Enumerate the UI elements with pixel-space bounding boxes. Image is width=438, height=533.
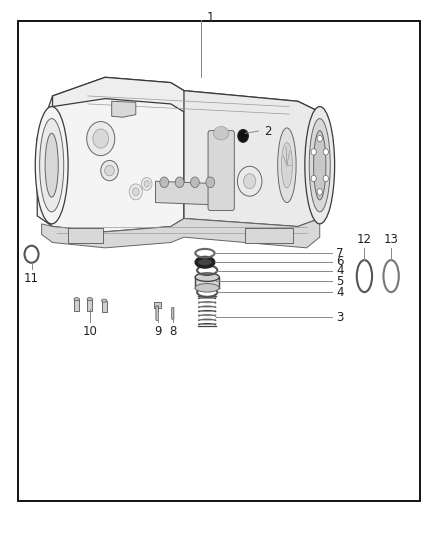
Circle shape <box>132 188 139 196</box>
Ellipse shape <box>281 143 293 188</box>
Circle shape <box>175 177 184 188</box>
FancyBboxPatch shape <box>195 277 219 288</box>
Ellipse shape <box>102 299 107 302</box>
Ellipse shape <box>195 284 219 292</box>
FancyBboxPatch shape <box>208 131 234 211</box>
Polygon shape <box>112 101 136 117</box>
Circle shape <box>244 174 256 189</box>
Text: 10: 10 <box>82 325 97 338</box>
Circle shape <box>141 177 152 190</box>
FancyBboxPatch shape <box>245 228 293 243</box>
Ellipse shape <box>309 118 330 212</box>
Polygon shape <box>37 77 184 232</box>
Text: 9: 9 <box>154 325 162 338</box>
Circle shape <box>323 175 328 182</box>
Ellipse shape <box>213 126 229 140</box>
Ellipse shape <box>74 297 79 301</box>
Circle shape <box>237 166 262 196</box>
Ellipse shape <box>35 107 68 224</box>
Text: 4: 4 <box>336 286 344 298</box>
Polygon shape <box>42 219 320 248</box>
Ellipse shape <box>105 165 114 176</box>
Ellipse shape <box>305 107 335 224</box>
Text: 11: 11 <box>24 272 39 285</box>
Circle shape <box>323 149 328 155</box>
Text: 4: 4 <box>336 264 344 277</box>
Polygon shape <box>102 301 107 312</box>
Text: 6: 6 <box>336 255 344 268</box>
Text: 2: 2 <box>265 125 272 138</box>
Ellipse shape <box>314 131 326 200</box>
Circle shape <box>160 177 169 188</box>
Text: 3: 3 <box>336 311 344 324</box>
Polygon shape <box>87 299 92 311</box>
Ellipse shape <box>196 257 214 267</box>
Text: 12: 12 <box>357 233 372 246</box>
Ellipse shape <box>45 133 58 197</box>
FancyBboxPatch shape <box>172 308 174 319</box>
Ellipse shape <box>195 273 219 281</box>
Circle shape <box>311 175 316 182</box>
Circle shape <box>317 189 322 195</box>
Text: 7: 7 <box>336 247 344 260</box>
Text: 13: 13 <box>384 233 399 246</box>
Polygon shape <box>53 77 320 133</box>
Polygon shape <box>184 91 320 227</box>
FancyBboxPatch shape <box>154 302 161 308</box>
Circle shape <box>191 177 199 188</box>
FancyBboxPatch shape <box>156 306 159 320</box>
Ellipse shape <box>39 118 64 212</box>
Polygon shape <box>155 181 223 205</box>
Ellipse shape <box>278 128 296 203</box>
Circle shape <box>87 122 115 156</box>
Polygon shape <box>74 299 79 311</box>
Circle shape <box>93 129 109 148</box>
Ellipse shape <box>101 160 118 181</box>
Circle shape <box>317 135 322 142</box>
Text: 8: 8 <box>170 325 177 338</box>
Text: 5: 5 <box>336 275 344 288</box>
Circle shape <box>129 184 142 200</box>
Circle shape <box>206 177 215 188</box>
Circle shape <box>238 130 248 142</box>
Circle shape <box>311 149 316 155</box>
Text: 1: 1 <box>206 11 214 23</box>
FancyBboxPatch shape <box>68 228 103 243</box>
Circle shape <box>144 181 149 187</box>
Ellipse shape <box>87 297 92 301</box>
